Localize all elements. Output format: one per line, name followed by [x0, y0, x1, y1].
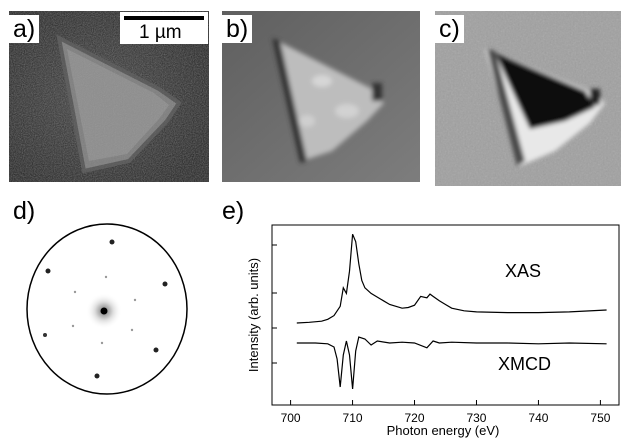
scale-bar-label: 1 µm [139, 22, 182, 43]
panel-b-image [222, 11, 420, 182]
diffraction-spot [43, 333, 47, 337]
panel-c-image [435, 11, 621, 186]
x-tick-label: 740 [528, 411, 548, 425]
diffraction-spot [133, 298, 137, 302]
panel-label-e: e) [222, 197, 245, 225]
x-ticks: 700 710 720 730 740 750 [281, 400, 611, 425]
diffraction-spot [45, 268, 51, 274]
diffraction-spot [153, 347, 159, 353]
x-tick-label: 720 [405, 411, 425, 425]
diffraction-spot [109, 239, 115, 245]
x-tick-label: 700 [281, 411, 301, 425]
series-line-xmcd [296, 336, 607, 390]
diffraction-spot [162, 281, 168, 287]
diffraction-pattern [26, 223, 188, 395]
diffraction-spot [100, 341, 104, 345]
panel-label-a: a) [9, 15, 40, 43]
panel-label-b: b) [222, 15, 253, 43]
scale-bar [124, 16, 204, 20]
diffraction-spot [104, 275, 108, 279]
diffraction-spot [94, 373, 100, 379]
series-group [296, 233, 607, 390]
panel-c-micrograph [435, 11, 621, 186]
x-tick-label: 730 [466, 411, 486, 425]
central-spot [100, 307, 108, 315]
x-tick-label: 750 [590, 411, 610, 425]
annotation-xmcd: XMCD [498, 354, 551, 374]
series-line-xas [296, 233, 607, 324]
annotation-xas: XAS [505, 261, 541, 281]
y-axis-label: Intensity (arb. units) [246, 258, 261, 372]
diffraction-spot [73, 290, 77, 294]
diffraction-spot [71, 324, 75, 328]
x-axis-label: Photon energy (eV) [387, 423, 500, 438]
diffraction-spot [130, 328, 134, 332]
plot-frame [271, 224, 620, 406]
panel-label-d: d) [13, 197, 36, 225]
panel-b-micrograph [222, 11, 420, 182]
x-tick-label: 710 [343, 411, 363, 425]
panel-label-c: c) [435, 15, 464, 43]
y-ticks [272, 244, 277, 364]
spectrum-chart: 700 710 720 730 740 750 XAS XMCD Photon energ… [246, 224, 620, 438]
